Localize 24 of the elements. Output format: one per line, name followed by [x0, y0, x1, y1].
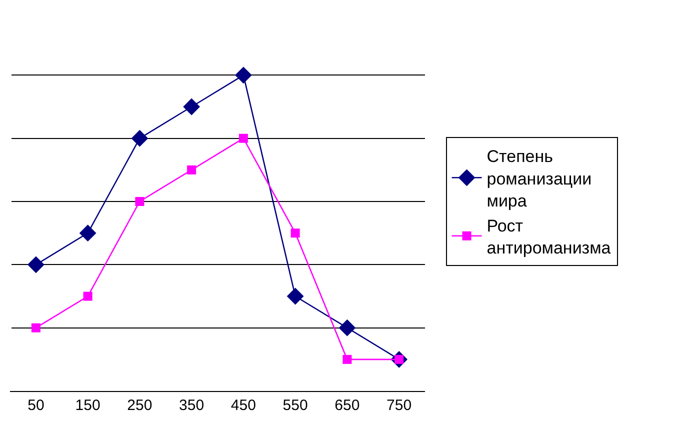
x-tick-label: 450: [230, 397, 256, 414]
point: [31, 323, 40, 332]
point: [234, 66, 252, 84]
point: [238, 134, 248, 143]
point: [83, 292, 92, 301]
point: [79, 224, 96, 242]
point: [183, 98, 200, 116]
point: [131, 130, 148, 147]
point: [135, 197, 144, 206]
x-tick-label: 550: [282, 397, 308, 414]
x-tick-label: 650: [334, 397, 360, 414]
x-tick-label: 150: [75, 397, 100, 414]
x-tick-label: 750: [386, 397, 412, 414]
point: [290, 228, 300, 238]
x-tick-label: 50: [28, 397, 44, 414]
legend-label: Степень романизации мира: [486, 147, 592, 210]
point: [338, 319, 356, 336]
point: [27, 256, 44, 274]
point: [286, 288, 304, 305]
x-tick-label: 250: [127, 397, 152, 414]
point: [342, 354, 352, 364]
legend-label: Рост антироманизма: [486, 216, 612, 258]
point: [187, 165, 196, 174]
x-tick-label: 350: [179, 397, 204, 414]
